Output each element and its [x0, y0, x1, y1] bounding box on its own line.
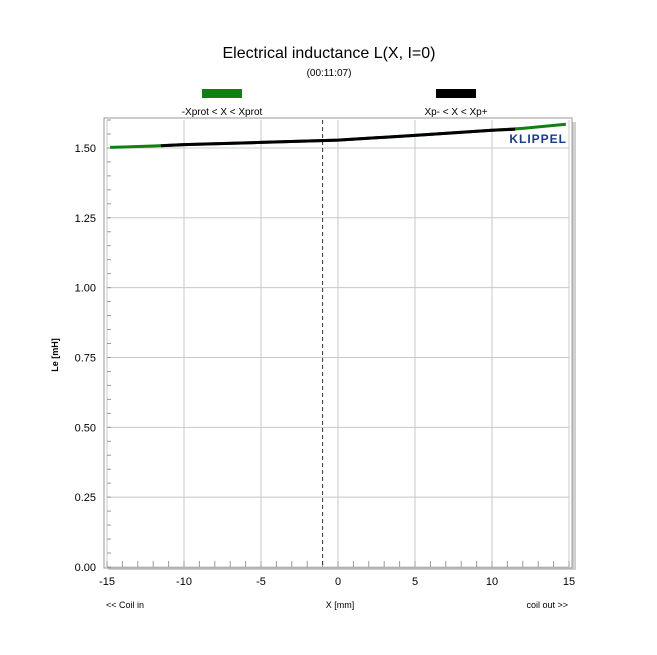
minor-ticks	[106, 119, 570, 568]
y-tick-label: 0.00	[75, 562, 96, 574]
x-right-note: coil out >>	[526, 600, 568, 610]
grid	[106, 120, 570, 568]
y-tick-label: 1.50	[75, 143, 96, 155]
x-tick-labels: -15 -10 -5 0 5 10 15	[99, 576, 575, 588]
x-tick-label: -5	[256, 576, 266, 588]
x-left-note: << Coil in	[106, 600, 144, 610]
legend-label-xp: Xp- < X < Xp+	[424, 107, 487, 118]
x-tick-label: 5	[412, 576, 418, 588]
x-tick-label: 10	[486, 576, 498, 588]
y-axis-label: Le [mH]	[50, 338, 60, 372]
x-tick-label: -15	[99, 576, 115, 588]
legend: -Xprot < X < Xprot Xp- < X < Xp+	[182, 89, 488, 118]
y-tick-label: 0.75	[75, 352, 96, 364]
series-group	[110, 122, 567, 149]
y-tick-label: 0.25	[75, 492, 96, 504]
legend-swatch-xp	[436, 89, 476, 98]
y-tick-label: 1.00	[75, 283, 96, 295]
chart-subtitle: (00:11:07)	[307, 68, 352, 79]
legend-label-prot: -Xprot < X < Xprot	[182, 107, 263, 118]
x-tick-label: -10	[176, 576, 192, 588]
x-tick-label: 15	[563, 576, 575, 588]
y-tick-label: 1.25	[75, 213, 96, 225]
chart-title: Electrical inductance L(X, I=0)	[223, 45, 436, 62]
series-line-1	[160, 127, 516, 148]
y-tick-label: 0.50	[75, 422, 96, 434]
legend-swatch-prot	[202, 89, 242, 98]
klippel-logo: KLIPPEL	[509, 132, 567, 146]
x-tick-label: 0	[335, 576, 341, 588]
y-tick-labels: 0.00 0.25 0.50 0.75 1.00 1.25 1.50	[75, 143, 96, 574]
x-axis-label: X [mm]	[326, 600, 355, 610]
